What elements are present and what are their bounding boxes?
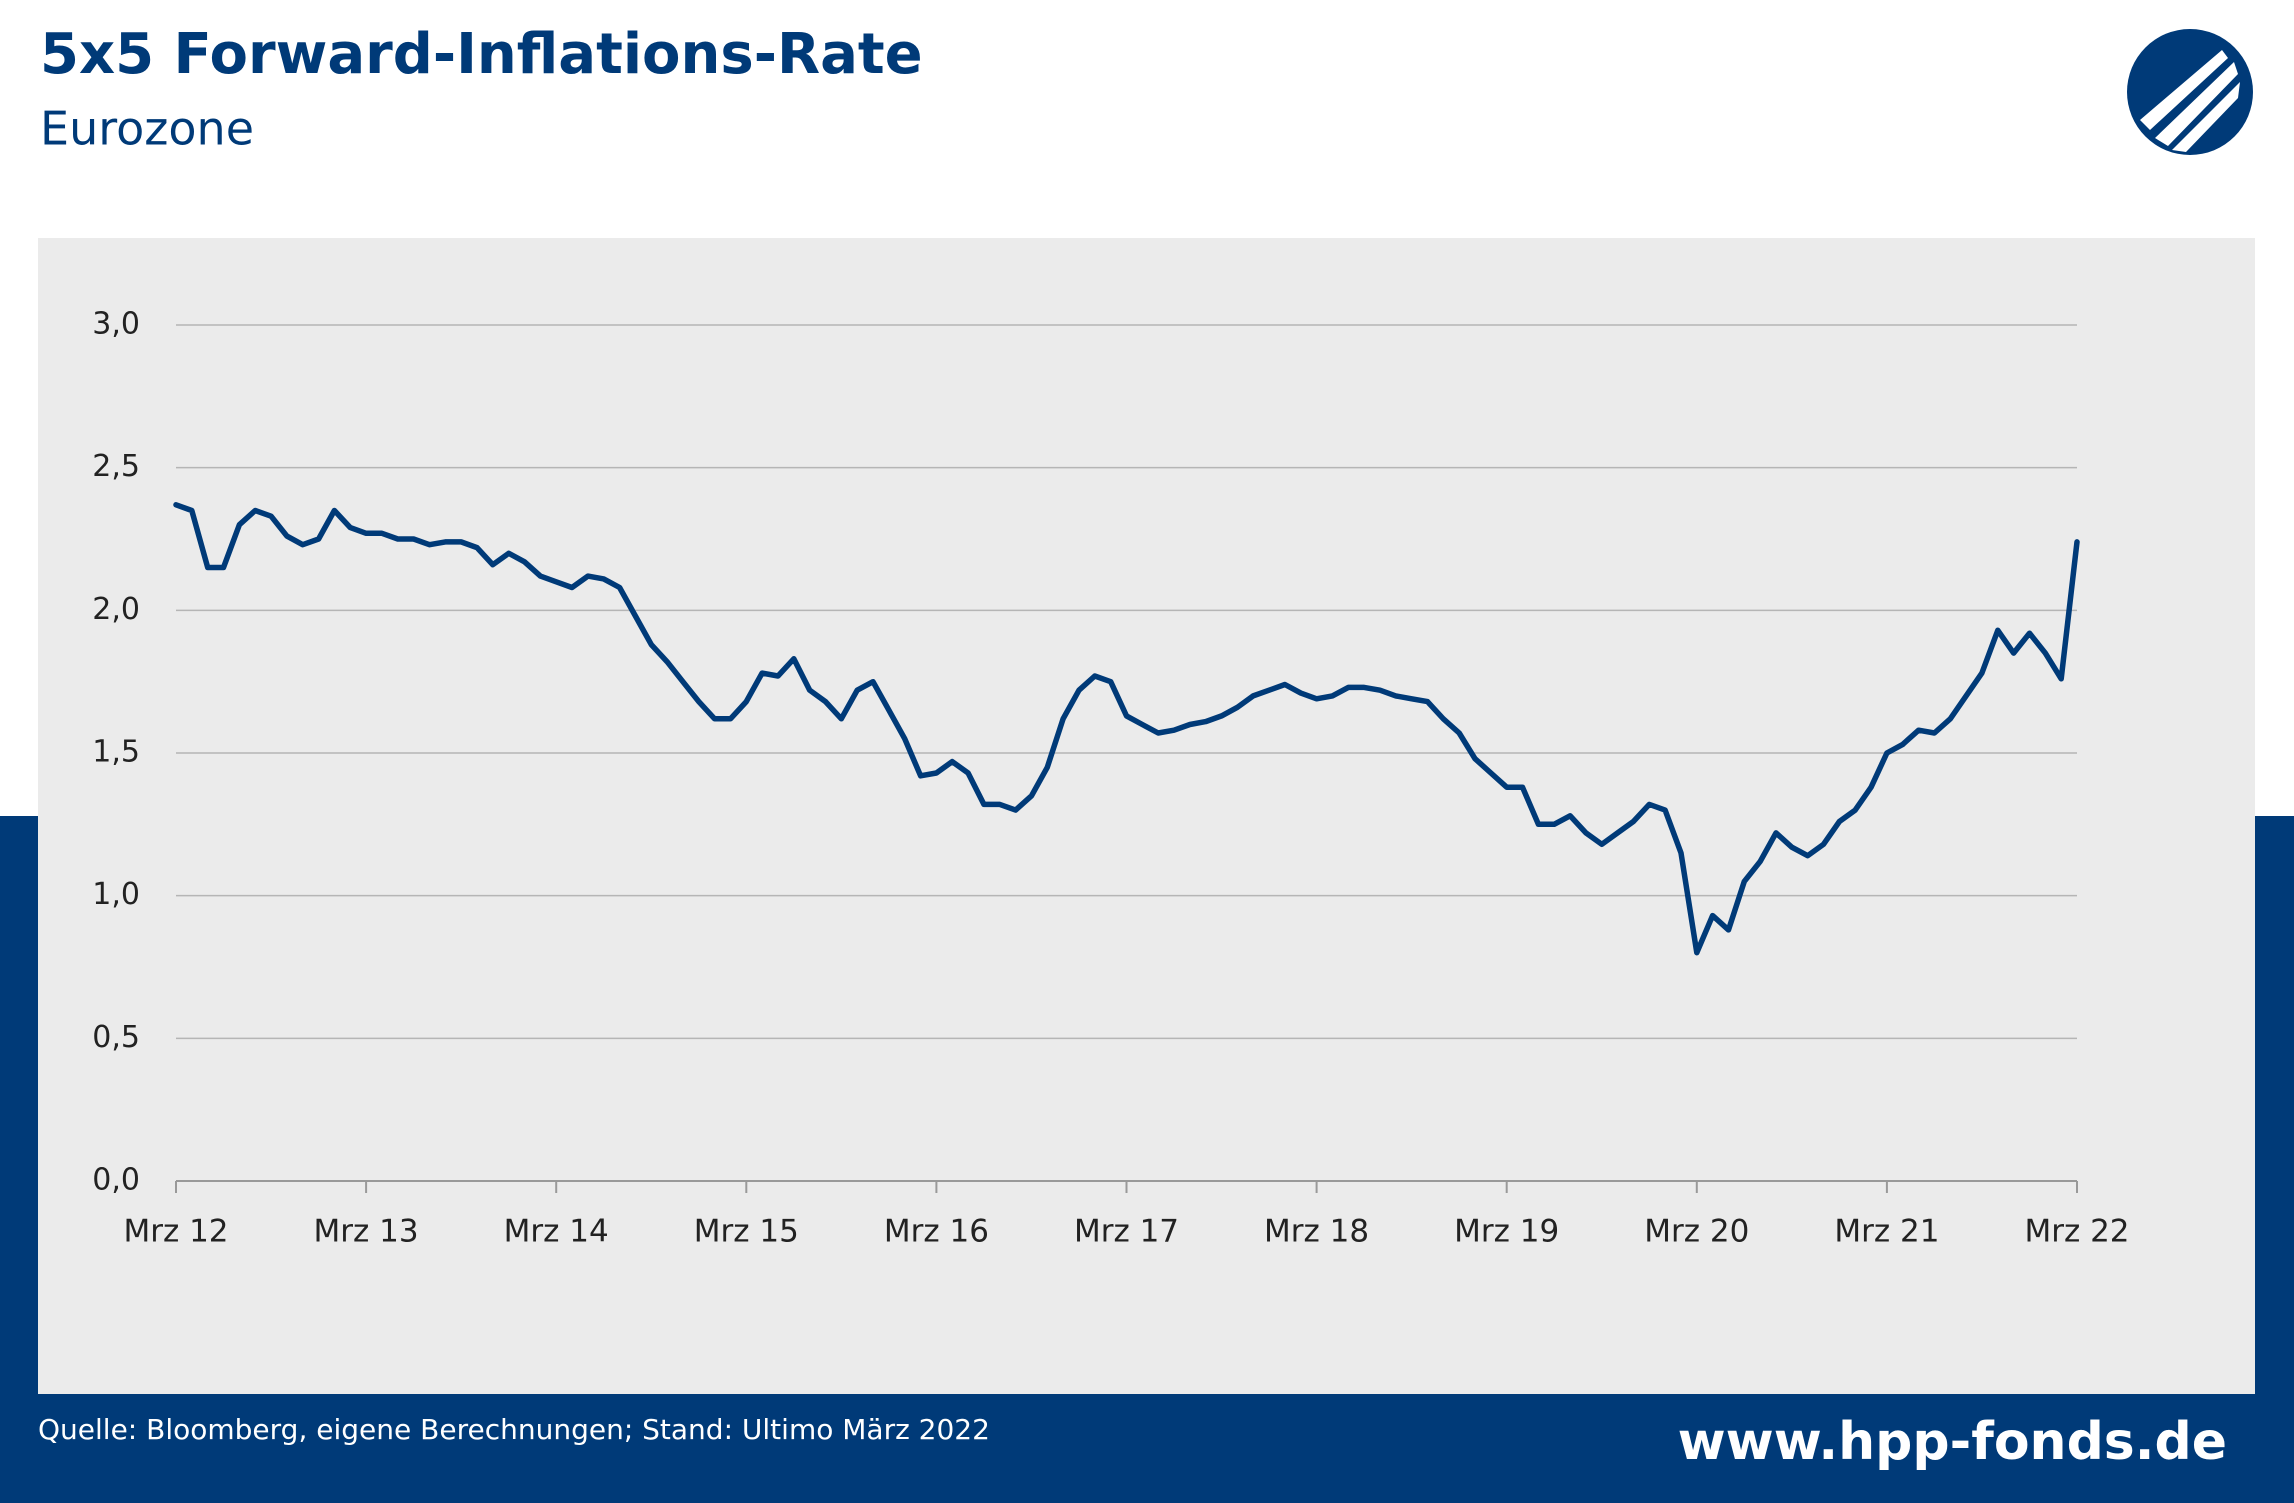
x-tick-label: Mrz 13 (314, 1214, 419, 1250)
x-tick-label: Mrz 17 (1074, 1214, 1179, 1250)
x-tick-label: Mrz 20 (1644, 1214, 1749, 1250)
website: www.hpp-fonds.de (1678, 1412, 2227, 1472)
line-series (173, 502, 2080, 956)
y-tick-label: 2,5 (92, 449, 140, 484)
x-tick-label: Mrz 19 (1454, 1214, 1559, 1250)
x-tick-label: Mrz 14 (504, 1214, 609, 1250)
x-tick-label: Mrz 18 (1264, 1214, 1369, 1250)
y-tick-label: 0,0 (92, 1163, 140, 1198)
x-tick-label: Mrz 22 (2024, 1214, 2129, 1250)
plot-panel (38, 238, 2255, 1394)
logo (2127, 29, 2253, 155)
y-tick-label: 0,5 (92, 1020, 140, 1055)
x-tick-label: Mrz 16 (884, 1214, 989, 1250)
y-tick-label: 1,5 (92, 735, 140, 770)
y-tick-label: 1,0 (92, 877, 140, 912)
y-tick-label: 2,0 (92, 592, 140, 627)
chart-subtitle: Eurozone (40, 102, 254, 156)
x-tick-label: Mrz 12 (123, 1214, 228, 1250)
y-tick-label: 3,0 (92, 307, 140, 342)
x-tick-label: Mrz 15 (694, 1214, 799, 1250)
x-tick-label: Mrz 21 (1834, 1214, 1939, 1250)
source-note: Quelle: Bloomberg, eigene Berechnungen; … (38, 1413, 990, 1446)
chart-title: 5x5 Forward-Inflations-Rate (40, 22, 923, 87)
